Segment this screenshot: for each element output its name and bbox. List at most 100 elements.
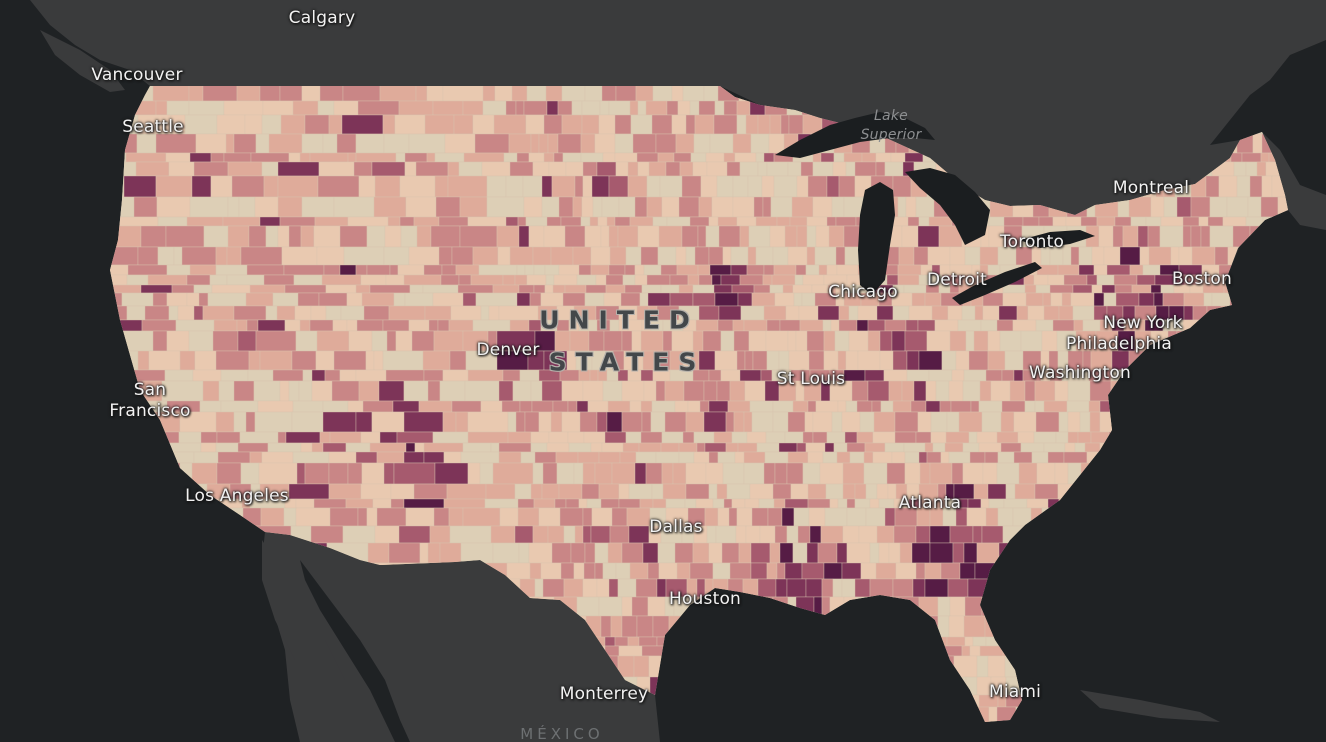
county-cell[interactable] — [1128, 196, 1152, 218]
county-cell[interactable] — [1140, 369, 1157, 382]
county-cell[interactable] — [1279, 442, 1295, 453]
county-cell[interactable] — [404, 292, 434, 307]
county-cell[interactable] — [876, 305, 894, 321]
county-cell[interactable] — [438, 216, 469, 227]
county-cell[interactable] — [970, 400, 980, 413]
county-cell[interactable] — [1158, 645, 1172, 657]
county-cell[interactable] — [189, 196, 229, 218]
county-cell[interactable] — [894, 431, 917, 444]
county-cell[interactable] — [1209, 225, 1234, 248]
county-cell[interactable] — [831, 411, 843, 433]
county-cell[interactable] — [706, 525, 717, 544]
county-cell[interactable] — [1038, 596, 1060, 617]
county-cell[interactable] — [867, 380, 890, 402]
county-cell[interactable] — [1185, 498, 1210, 509]
county-cell[interactable] — [573, 462, 584, 485]
county-cell[interactable] — [396, 431, 434, 444]
county-cell[interactable] — [297, 292, 320, 307]
county-cell[interactable] — [437, 319, 450, 332]
county-cell[interactable] — [629, 100, 639, 116]
county-cell[interactable] — [851, 380, 869, 402]
county-cell[interactable] — [694, 655, 711, 678]
county-cell[interactable] — [943, 706, 964, 728]
county-cell[interactable] — [892, 175, 912, 198]
county-cell[interactable] — [705, 462, 724, 485]
county-cell[interactable] — [272, 369, 304, 382]
county-cell[interactable] — [316, 330, 350, 352]
county-cell[interactable] — [984, 451, 999, 464]
county-cell[interactable] — [978, 442, 1002, 453]
county-cell[interactable] — [582, 161, 598, 177]
county-cell[interactable] — [1002, 596, 1021, 617]
county-cell[interactable] — [869, 542, 880, 564]
county-cell[interactable] — [610, 615, 623, 638]
county-cell[interactable] — [739, 369, 762, 382]
county-cell[interactable] — [811, 284, 829, 294]
county-cell[interactable] — [1227, 380, 1246, 402]
county-cell[interactable] — [809, 525, 822, 544]
county-cell[interactable] — [464, 380, 500, 402]
county-cell[interactable] — [189, 152, 212, 163]
county-cell[interactable] — [601, 442, 624, 453]
county-cell[interactable] — [277, 225, 290, 248]
county-cell[interactable] — [1197, 369, 1209, 382]
county-cell[interactable] — [413, 216, 440, 227]
county-cell[interactable] — [600, 615, 612, 638]
county-cell[interactable] — [1088, 525, 1105, 544]
county-cell[interactable] — [224, 676, 246, 696]
county-cell[interactable] — [260, 507, 285, 527]
county-cell[interactable] — [696, 442, 706, 453]
county-cell[interactable] — [598, 451, 621, 464]
county-cell[interactable] — [1035, 411, 1060, 433]
county-cell[interactable] — [1277, 562, 1293, 580]
county-cell[interactable] — [1231, 400, 1256, 413]
county-cell[interactable] — [1143, 525, 1167, 544]
county-cell[interactable] — [552, 400, 569, 413]
county-cell[interactable] — [1260, 196, 1279, 218]
county-cell[interactable] — [879, 350, 894, 371]
county-cell[interactable] — [784, 225, 798, 248]
county-cell[interactable] — [974, 706, 990, 728]
county-cell[interactable] — [985, 369, 1003, 382]
county-cell[interactable] — [462, 292, 477, 307]
county-cell[interactable] — [1066, 645, 1084, 657]
county-cell[interactable] — [1247, 615, 1265, 638]
county-cell[interactable] — [732, 175, 749, 198]
county-cell[interactable] — [317, 175, 360, 198]
county-cell[interactable] — [772, 483, 792, 500]
county-cell[interactable] — [876, 483, 889, 500]
county-cell[interactable] — [776, 562, 786, 580]
county-cell[interactable] — [238, 196, 256, 218]
county-cell[interactable] — [582, 578, 598, 598]
county-cell[interactable] — [769, 284, 784, 294]
county-cell[interactable] — [867, 319, 886, 332]
county-cell[interactable] — [1193, 411, 1218, 433]
county-cell[interactable] — [825, 483, 844, 500]
county-cell[interactable] — [159, 442, 202, 453]
county-cell[interactable] — [226, 246, 242, 266]
county-cell[interactable] — [567, 400, 578, 413]
county-cell[interactable] — [948, 451, 971, 464]
county-cell[interactable] — [709, 133, 734, 154]
county-cell[interactable] — [1014, 483, 1036, 500]
county-cell[interactable] — [907, 636, 930, 647]
county-cell[interactable] — [1232, 615, 1249, 638]
county-cell[interactable] — [641, 411, 652, 433]
county-cell[interactable] — [1262, 694, 1285, 708]
county-cell[interactable] — [166, 292, 188, 307]
county-cell[interactable] — [767, 507, 783, 527]
county-cell[interactable] — [311, 369, 326, 382]
county-cell[interactable] — [211, 284, 251, 294]
county-cell[interactable] — [1002, 562, 1022, 580]
county-cell[interactable] — [538, 133, 549, 154]
county-cell[interactable] — [676, 562, 691, 580]
county-cell[interactable] — [890, 152, 906, 163]
county-cell[interactable] — [730, 246, 749, 266]
county-cell[interactable] — [374, 525, 400, 544]
county-cell[interactable] — [149, 596, 186, 617]
county-cell[interactable] — [295, 330, 318, 352]
county-cell[interactable] — [1291, 153, 1313, 162]
county-cell[interactable] — [763, 706, 775, 728]
county-cell[interactable] — [390, 498, 405, 509]
county-cell[interactable] — [915, 431, 932, 444]
